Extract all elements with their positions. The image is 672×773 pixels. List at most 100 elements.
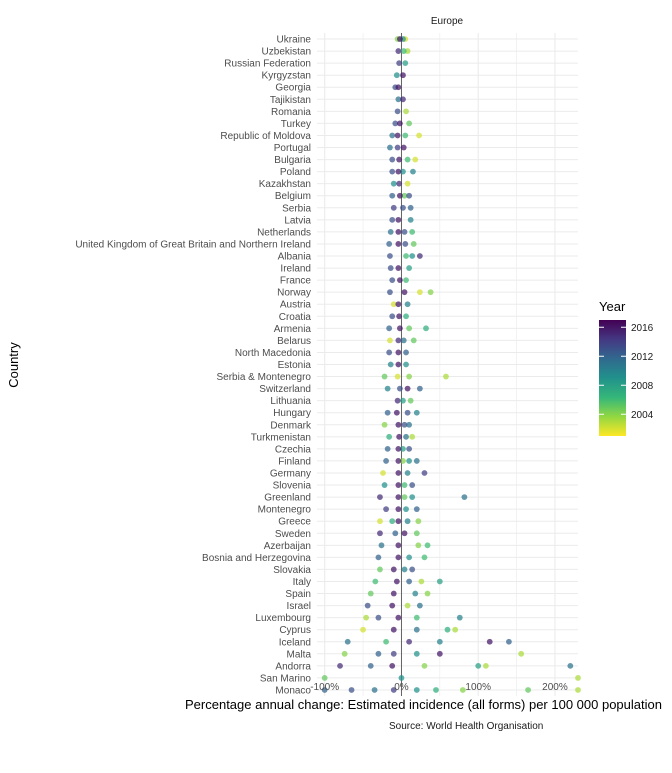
country-label: Azerbaijan bbox=[264, 541, 311, 552]
data-point bbox=[413, 530, 420, 537]
data-point bbox=[403, 253, 409, 259]
data-point bbox=[395, 229, 402, 235]
data-point bbox=[387, 289, 393, 296]
data-point bbox=[381, 373, 388, 380]
country-label: North Macedonia bbox=[235, 348, 312, 359]
data-point bbox=[403, 433, 409, 440]
data-point bbox=[378, 542, 385, 549]
data-point bbox=[401, 289, 408, 296]
country-label: Lithuania bbox=[270, 396, 311, 407]
data-point bbox=[525, 687, 532, 693]
country-label: Kazakhstan bbox=[259, 179, 311, 190]
data-point bbox=[377, 566, 383, 573]
data-point bbox=[395, 241, 402, 247]
country-label: Bosnia and Herzegovina bbox=[202, 553, 311, 564]
data-point bbox=[406, 445, 413, 452]
data-point bbox=[486, 638, 493, 645]
data-point bbox=[427, 289, 434, 296]
data-point bbox=[412, 590, 419, 597]
country-label: Finland bbox=[278, 456, 311, 467]
data-point bbox=[389, 518, 396, 525]
data-point bbox=[567, 662, 574, 669]
data-point bbox=[403, 349, 409, 356]
country-label: Austria bbox=[280, 300, 312, 311]
data-point bbox=[401, 494, 408, 500]
x-tick-labels: -100% 0% 100% 200% bbox=[310, 682, 568, 693]
data-point bbox=[409, 494, 416, 500]
data-point bbox=[387, 144, 393, 151]
data-point bbox=[395, 265, 402, 271]
legend: Year 2004 2008 2012 2016 bbox=[599, 299, 654, 436]
country-label: Serbia bbox=[282, 203, 311, 214]
data-point bbox=[415, 518, 422, 525]
data-point bbox=[387, 337, 393, 344]
data-point bbox=[396, 180, 403, 187]
data-point bbox=[400, 397, 406, 404]
data-point bbox=[386, 325, 393, 332]
country-label: Germany bbox=[270, 468, 311, 479]
data-point bbox=[406, 554, 413, 561]
data-point bbox=[406, 120, 413, 127]
country-label: United Kingdom of Great Britain and Nort… bbox=[75, 239, 311, 250]
data-point bbox=[418, 578, 425, 585]
data-point bbox=[413, 650, 420, 657]
data-point bbox=[367, 662, 374, 669]
country-label: Slovenia bbox=[273, 481, 312, 492]
data-point bbox=[403, 506, 409, 513]
data-point bbox=[394, 132, 401, 139]
country-label: Czechia bbox=[275, 444, 312, 455]
country-label: Cyprus bbox=[279, 625, 311, 636]
country-label: Bulgaria bbox=[274, 155, 311, 166]
data-point bbox=[375, 554, 382, 561]
data-point bbox=[397, 120, 403, 127]
country-label: Albania bbox=[278, 252, 312, 263]
country-label: Republic of Moldova bbox=[220, 131, 311, 142]
country-label: Greece bbox=[278, 517, 311, 528]
data-point bbox=[416, 132, 422, 139]
country-label: Greenland bbox=[264, 493, 311, 504]
data-point bbox=[395, 216, 402, 223]
data-point bbox=[363, 614, 370, 621]
country-label: Monaco bbox=[275, 685, 311, 696]
data-point bbox=[390, 687, 397, 693]
data-point bbox=[413, 506, 420, 513]
data-point bbox=[389, 602, 396, 609]
country-label: Montenegro bbox=[258, 505, 312, 516]
data-point bbox=[400, 337, 407, 344]
data-point bbox=[424, 542, 431, 549]
country-label: Slovakia bbox=[273, 565, 311, 576]
data-point bbox=[407, 216, 414, 223]
country-label: Spain bbox=[285, 589, 311, 600]
data-point bbox=[403, 361, 409, 368]
data-point bbox=[398, 675, 405, 681]
data-point bbox=[348, 687, 355, 693]
data-point bbox=[403, 108, 409, 115]
data-point bbox=[395, 301, 402, 308]
data-point bbox=[400, 48, 407, 54]
data-point bbox=[402, 132, 409, 139]
data-point bbox=[395, 168, 402, 175]
country-label: Poland bbox=[280, 167, 311, 178]
data-point bbox=[404, 409, 411, 416]
data-point bbox=[395, 506, 402, 513]
country-label: Georgia bbox=[275, 83, 311, 94]
data-point bbox=[400, 72, 406, 79]
data-point bbox=[389, 313, 396, 320]
country-label: Italy bbox=[293, 577, 311, 588]
data-point bbox=[403, 277, 409, 284]
data-point bbox=[394, 144, 401, 151]
data-point bbox=[380, 470, 386, 476]
country-label: Luxembourg bbox=[255, 613, 311, 624]
data-point bbox=[409, 482, 416, 488]
data-point bbox=[389, 156, 396, 163]
data-point bbox=[394, 373, 401, 380]
data-point bbox=[360, 626, 366, 633]
data-point bbox=[407, 204, 414, 211]
data-point bbox=[396, 156, 403, 163]
data-point bbox=[395, 554, 402, 561]
data-point bbox=[377, 494, 383, 500]
data-point bbox=[404, 385, 411, 392]
data-point bbox=[416, 289, 423, 296]
legend-tick-label: 2008 bbox=[631, 381, 654, 392]
